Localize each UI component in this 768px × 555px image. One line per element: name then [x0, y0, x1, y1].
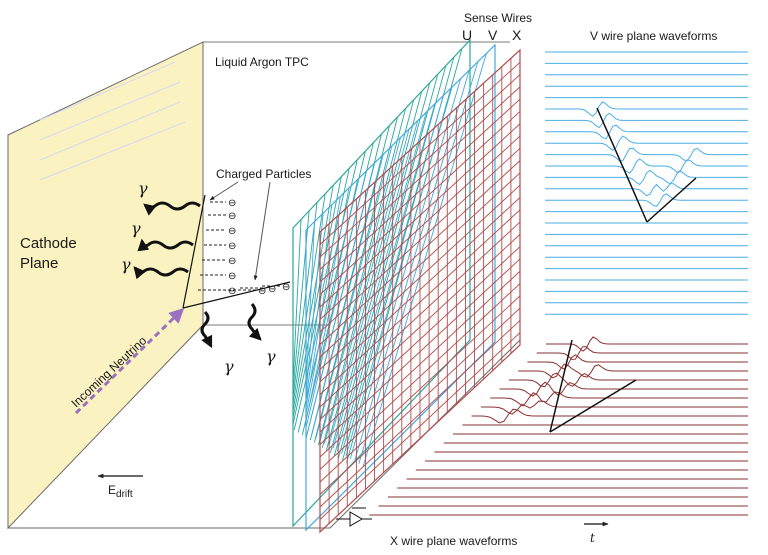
- waveform-line: [545, 112, 748, 129]
- cathode-ghost-lines: [39, 61, 186, 181]
- x-waveforms-title: X wire plane waveforms: [390, 534, 517, 548]
- electron-symbol: ⊖: [258, 286, 266, 297]
- gamma-label-2: γ: [131, 219, 141, 238]
- edrift-main: E: [108, 483, 116, 497]
- waveform-line: [518, 363, 748, 379]
- drift-electrons: ⊖⊖⊖⊖⊖⊖⊖ ⊖ ⊖ ⊖: [198, 198, 290, 297]
- gamma-label-1: γ: [138, 179, 148, 198]
- electron-symbol: ⊖: [228, 256, 236, 267]
- cathode-label-line2: Plane: [20, 255, 58, 272]
- waveform-line: [471, 408, 748, 424]
- waveform-line: [490, 391, 748, 405]
- v-track-lines: [596, 107, 697, 223]
- waveform-line: [545, 158, 748, 174]
- time-axis-label: t: [590, 531, 595, 545]
- charged-particles-label: Charged Particles: [216, 167, 311, 181]
- waveform-line: [545, 101, 748, 117]
- waveform-line: [546, 336, 748, 352]
- waveform-line: [508, 372, 748, 388]
- waveform-line: [499, 381, 748, 397]
- plane-x-label: X: [512, 27, 522, 43]
- x-wire-plane-waveforms: [369, 336, 748, 516]
- cathode-label-line1: Cathode: [20, 235, 77, 252]
- electron-symbol: ⊖: [228, 286, 236, 297]
- electron-symbol: ⊖: [282, 282, 290, 293]
- gamma-label-4: γ: [224, 357, 234, 376]
- x-track-lines: [549, 339, 637, 433]
- waveform-line: [545, 193, 748, 207]
- plane-u-label: U: [462, 27, 472, 43]
- sense-wires-label: Sense Wires: [464, 11, 532, 25]
- waveform-line: [545, 135, 748, 151]
- tpc-title: Liquid Argon TPC: [215, 55, 309, 69]
- electron-symbol: ⊖: [268, 284, 276, 295]
- waveform-line: [527, 354, 748, 370]
- gamma-label-5: γ: [266, 347, 276, 366]
- cathode-plane: [7, 41, 204, 530]
- electron-symbol: ⊖: [228, 241, 236, 252]
- waveform-line: [545, 169, 748, 186]
- v-wire-plane-waveforms: [545, 51, 748, 315]
- incoming-neutrino-arrow: [74, 307, 185, 415]
- edrift-label: Edrift: [108, 483, 133, 500]
- electron-symbol: ⊖: [228, 211, 236, 222]
- electron-symbol: ⊖: [228, 271, 236, 282]
- waveform-line: [480, 400, 748, 415]
- gamma-label-3: γ: [121, 255, 131, 274]
- gamma-arrows: [133, 201, 262, 349]
- charged-particles-pointers: [209, 181, 271, 281]
- edrift-subscript: drift: [116, 489, 133, 500]
- plane-v-label: V: [488, 27, 498, 43]
- sense-wire-planes: [292, 38, 521, 534]
- preamp-symbol: [336, 507, 372, 527]
- waveform-line: [545, 183, 748, 197]
- waveform-line: [536, 346, 748, 360]
- waveform-line: [545, 147, 748, 162]
- electron-symbol: ⊖: [228, 198, 236, 209]
- v-waveforms-title: V wire plane waveforms: [590, 29, 717, 43]
- electron-symbol: ⊖: [228, 226, 236, 237]
- x-wire-plane: [319, 48, 521, 534]
- waveform-line: [545, 124, 748, 140]
